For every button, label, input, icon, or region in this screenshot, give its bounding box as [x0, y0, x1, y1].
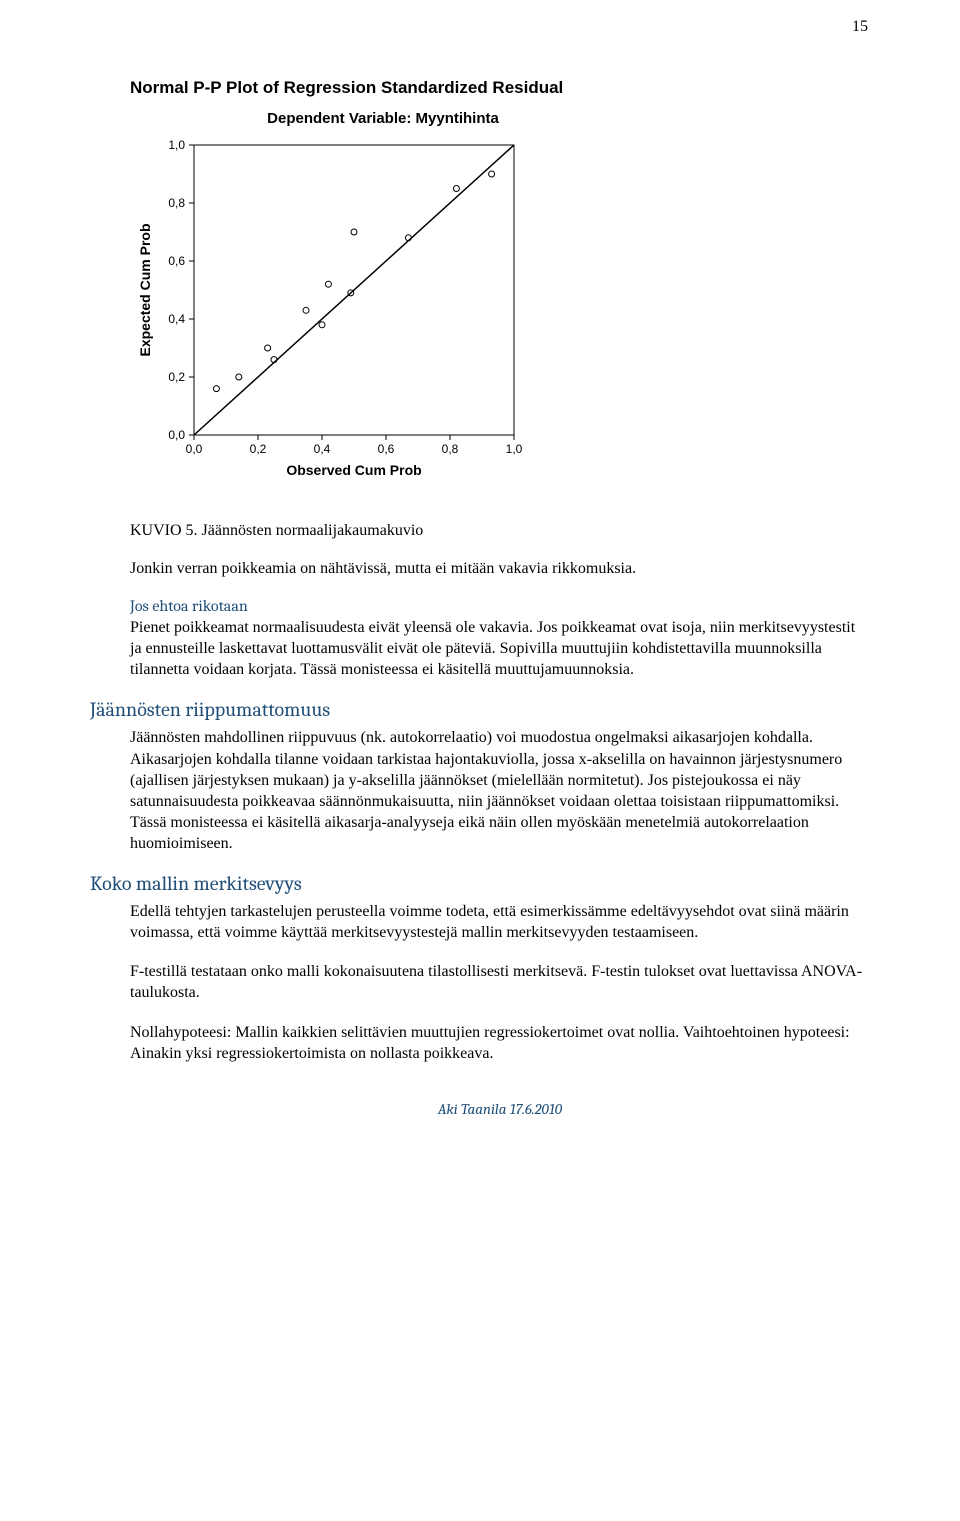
- chart-main-title: Normal P-P Plot of Regression Standardiz…: [130, 78, 870, 98]
- svg-text:0,6: 0,6: [168, 254, 185, 268]
- svg-text:0,6: 0,6: [378, 442, 395, 456]
- svg-text:0,8: 0,8: [442, 442, 459, 456]
- chart-subtitle: Dependent Variable: Myyntihinta: [188, 110, 578, 127]
- pp-plot-figure: Normal P-P Plot of Regression Standardiz…: [130, 78, 870, 500]
- svg-text:Observed Cum Prob: Observed Cum Prob: [286, 462, 421, 478]
- condition-heading: Jos ehtoa rikotaan: [130, 597, 870, 615]
- svg-text:0,0: 0,0: [168, 428, 185, 442]
- significance-paragraph-3: Nollahypoteesi: Mallin kaikkien selittäv…: [130, 1022, 870, 1064]
- figure-caption: KUVIO 5. Jäännösten normaalijakaumakuvio: [130, 522, 870, 540]
- svg-text:0,2: 0,2: [250, 442, 267, 456]
- svg-text:0,8: 0,8: [168, 196, 185, 210]
- page-number: 15: [852, 18, 868, 36]
- svg-text:0,0: 0,0: [186, 442, 203, 456]
- intro-paragraph: Jonkin verran poikkeamia on nähtävissä, …: [130, 558, 870, 579]
- significance-paragraph-1: Edellä tehtyjen tarkastelujen perusteell…: [130, 901, 870, 943]
- svg-text:Expected Cum Prob: Expected Cum Prob: [137, 223, 153, 356]
- condition-paragraph: Pienet poikkeamat normaalisuudesta eivät…: [130, 617, 870, 680]
- independence-paragraph: Jäännösten mahdollinen riippuvuus (nk. a…: [130, 727, 870, 854]
- section-heading-independence: Jäännösten riippumattomuus: [90, 698, 870, 721]
- pp-plot-svg: 0,0 0,2 0,4 0,6 0,8 1,0 0,0 0,2 0,4 0,6 0,8 1,0 Obse…: [130, 135, 570, 495]
- svg-text:1,0: 1,0: [506, 442, 523, 456]
- svg-text:0,2: 0,2: [168, 370, 185, 384]
- svg-text:0,4: 0,4: [168, 312, 185, 326]
- svg-text:0,4: 0,4: [314, 442, 331, 456]
- svg-text:1,0: 1,0: [168, 138, 185, 152]
- section-heading-significance: Koko mallin merkitsevyys: [90, 872, 870, 895]
- significance-paragraph-2: F-testillä testataan onko malli kokonais…: [130, 961, 870, 1003]
- page-footer: Aki Taanila 17.6.2010: [130, 1100, 870, 1118]
